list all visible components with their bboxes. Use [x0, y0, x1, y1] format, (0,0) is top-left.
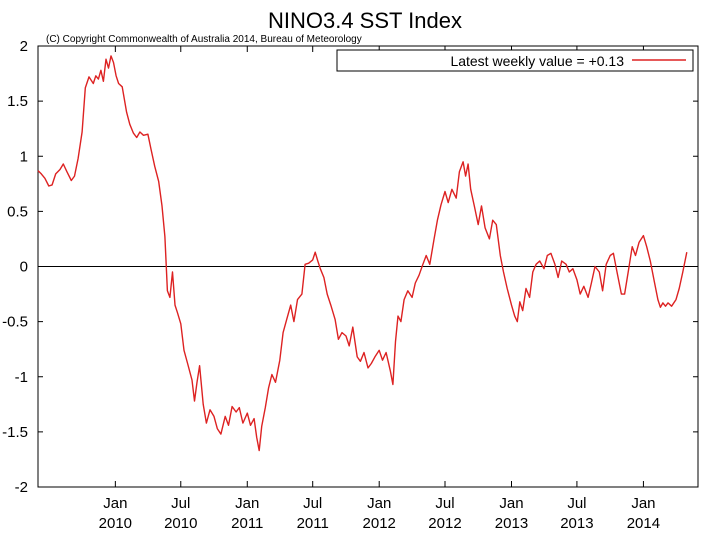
y-tick-label: -1: [15, 369, 28, 386]
x-tick-month: Jan: [235, 495, 259, 512]
x-tick-year: 2014: [627, 515, 660, 532]
chart-title: NINO3.4 SST Index: [268, 8, 462, 33]
x-tick-year: 2010: [164, 515, 197, 532]
x-tick-year: 2012: [363, 515, 396, 532]
x-tick-month: Jul: [567, 495, 586, 512]
y-tick-label: 0: [20, 259, 28, 276]
x-tick-month: Jan: [367, 495, 391, 512]
y-axis: 2 1.5 1 0.5 0 -0.5 -1 -1.5 -2: [2, 38, 698, 496]
x-tick-month: Jan: [103, 495, 127, 512]
x-tick-year: 2011: [297, 515, 329, 532]
copyright-note: (C) Copyright Commonwealth of Australia …: [46, 34, 362, 45]
y-tick-label: -2: [15, 479, 28, 496]
series-layer: [37, 55, 688, 452]
y-tick-label: -0.5: [2, 314, 28, 331]
x-tick-year: 2012: [428, 515, 461, 532]
y-tick-label: 2: [20, 38, 28, 55]
legend-box: [336, 49, 694, 72]
x-tick-year: 2013: [560, 515, 593, 532]
x-tick-month: Jul: [171, 495, 190, 512]
x-tick-month: Jul: [435, 495, 454, 512]
x-tick-year: 2010: [99, 515, 132, 532]
x-tick-month: Jul: [303, 495, 322, 512]
x-tick-year: 2011: [231, 515, 263, 532]
legend: Latest weekly value = +0.13: [336, 49, 694, 72]
y-tick-label: 1.5: [7, 93, 28, 110]
series-line-0: [37, 55, 688, 452]
y-tick-label: 0.5: [7, 203, 28, 220]
x-tick-year: 2013: [495, 515, 528, 532]
y-tick-label: -1.5: [2, 424, 28, 441]
x-tick-month: Jan: [631, 495, 655, 512]
x-axis: Jan 2010 Jul 2010 Jan 2011 Jul 2011 Jan 2012 Jul 20…: [99, 46, 660, 532]
legend-label: Latest weekly value = +0.13: [450, 53, 624, 69]
y-tick-label: 1: [20, 148, 28, 165]
x-tick-month: Jan: [499, 495, 523, 512]
